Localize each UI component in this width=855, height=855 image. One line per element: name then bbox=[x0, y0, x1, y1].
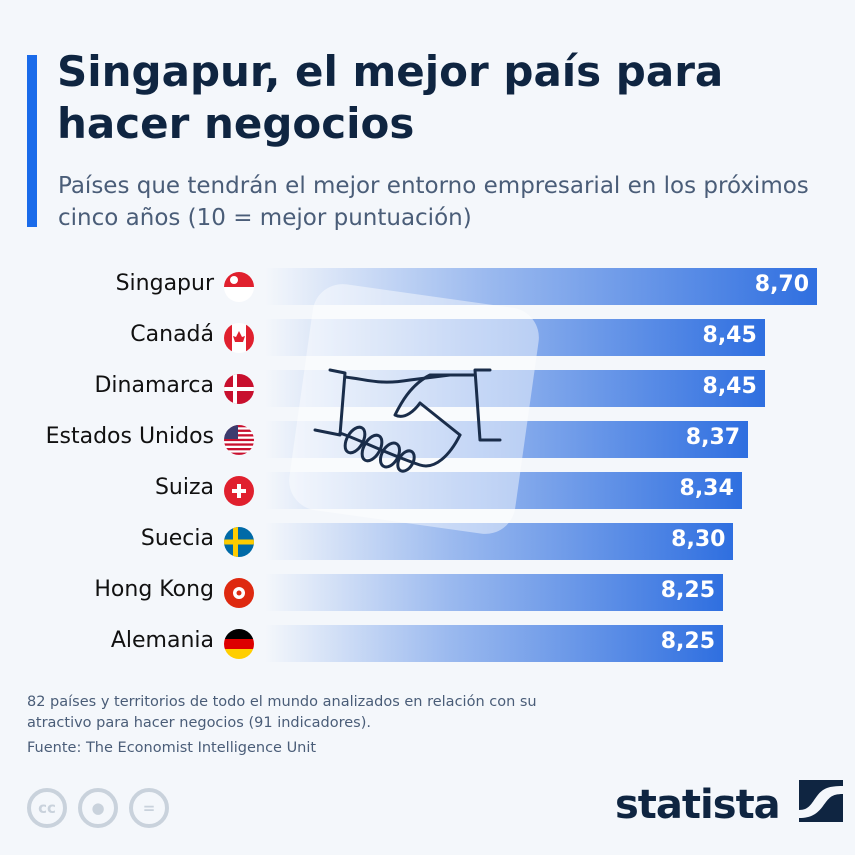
singapore-flag-icon bbox=[224, 272, 254, 302]
bar: 8,34 bbox=[265, 472, 742, 509]
category-label: Singapur bbox=[115, 271, 214, 296]
germany-flag-icon bbox=[224, 629, 254, 659]
bar: 8,45 bbox=[265, 370, 765, 407]
value-label: 8,30 bbox=[671, 527, 726, 552]
category-label: Dinamarca bbox=[94, 373, 214, 398]
statista-logo-text: statista bbox=[615, 782, 781, 828]
value-label: 8,70 bbox=[754, 272, 810, 297]
bar-row: 8,70 Singapur bbox=[0, 268, 855, 305]
statista-logo-mark bbox=[798, 780, 843, 822]
bar-row: 8,30 Suecia bbox=[0, 523, 855, 560]
value-label: 8,25 bbox=[660, 629, 715, 654]
bar: 8,70 bbox=[265, 268, 818, 305]
bar-row: 8,25 Alemania bbox=[0, 625, 855, 662]
category-label: Alemania bbox=[110, 628, 214, 653]
sweden-flag-icon bbox=[224, 527, 254, 557]
statista-logo[interactable]: statista bbox=[615, 780, 843, 828]
handshake-icon bbox=[313, 368, 502, 473]
page-title: Singapur, el mejor país para hacer negoc… bbox=[57, 47, 724, 148]
value-label: 8,37 bbox=[685, 425, 741, 450]
bar-row: 8,45 Canadá bbox=[0, 319, 855, 356]
category-label: Suiza bbox=[154, 475, 214, 500]
bar: 8,25 bbox=[265, 574, 723, 611]
value-label: 8,25 bbox=[660, 578, 715, 603]
value-label: 8,45 bbox=[702, 323, 757, 348]
footnote: 82 países y territorios de todo el mundo… bbox=[27, 694, 537, 731]
bar-row: 8,45 Dinamarca bbox=[0, 370, 855, 407]
no-derivatives-icon[interactable]: = bbox=[129, 788, 169, 828]
value-label: 8,34 bbox=[679, 476, 734, 501]
switzerland-flag-icon bbox=[224, 476, 254, 506]
bar: 8,45 bbox=[265, 319, 765, 356]
denmark-flag-icon bbox=[224, 374, 254, 404]
bar-row: 8,34 Suiza bbox=[0, 472, 855, 509]
bar: 8,25 bbox=[265, 625, 723, 662]
cc-license-icon[interactable]: cc bbox=[27, 788, 67, 828]
usa-flag-icon bbox=[224, 425, 254, 455]
category-label: Suecia bbox=[140, 526, 214, 551]
subtitle: Países que tendrán el mejor entorno empr… bbox=[58, 173, 809, 231]
bar-row: 8,25 Hong Kong bbox=[0, 574, 855, 611]
category-label: Estados Unidos bbox=[45, 424, 214, 449]
source: Fuente: The Economist Intelligence Unit bbox=[27, 740, 317, 756]
value-label: 8,45 bbox=[702, 374, 757, 399]
title-accent-bar bbox=[27, 55, 37, 227]
hongkong-flag-icon bbox=[224, 578, 254, 608]
attribution-icon[interactable]: ● bbox=[78, 788, 118, 828]
canada-flag-icon bbox=[224, 323, 254, 353]
category-label: Hong Kong bbox=[94, 577, 214, 602]
bar: 8,30 bbox=[265, 523, 734, 560]
category-label: Canadá bbox=[130, 322, 214, 347]
